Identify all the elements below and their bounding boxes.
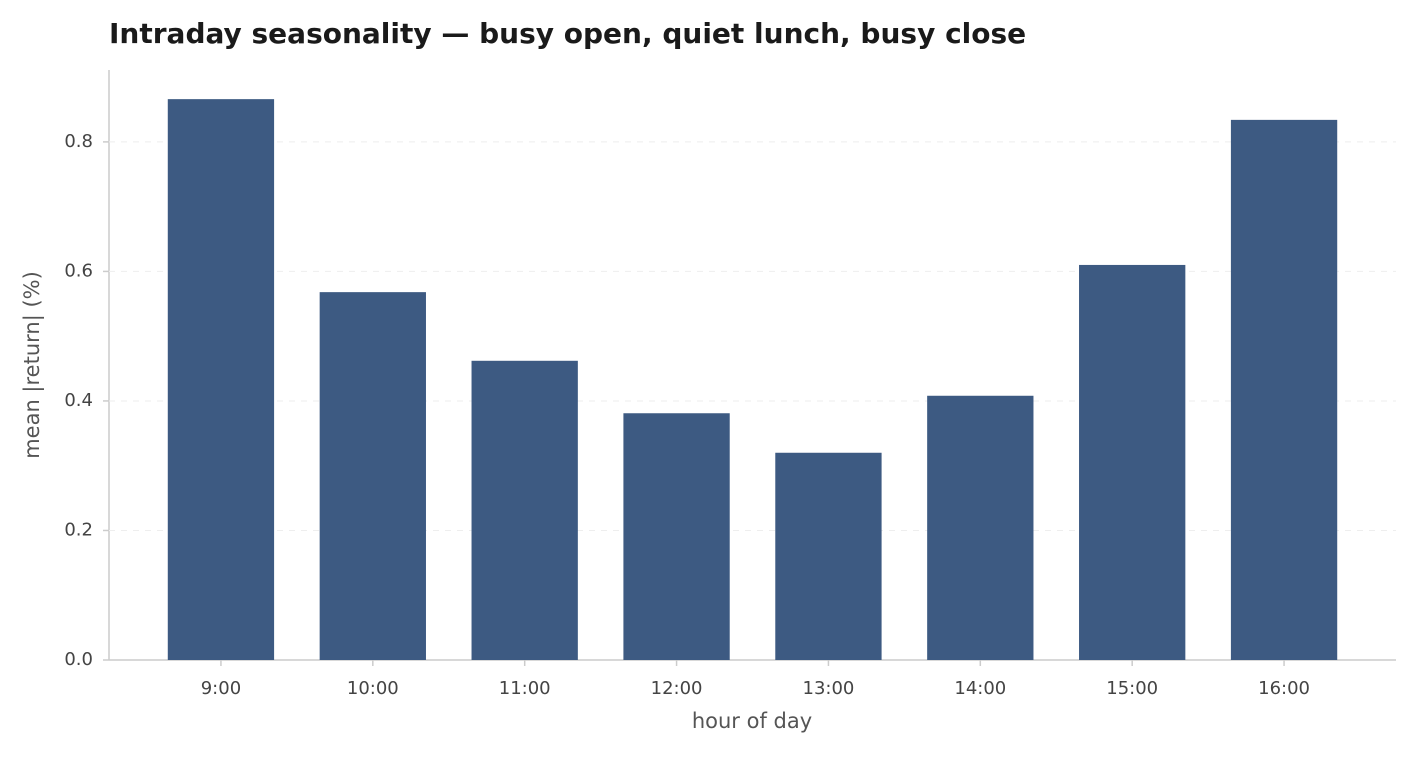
- bar: [1230, 119, 1338, 660]
- bar: [319, 292, 426, 660]
- chart-title: Intraday seasonality — busy open, quiet …: [109, 17, 1026, 50]
- bar: [623, 413, 730, 660]
- bar: [167, 99, 275, 660]
- x-tick-label: 16:00: [1258, 678, 1310, 699]
- y-tick-label: 0.4: [64, 390, 93, 411]
- bar: [1079, 264, 1186, 660]
- y-tick-label: 0.0: [64, 649, 93, 670]
- bar: [775, 452, 882, 660]
- x-tick-label: 15:00: [1106, 678, 1158, 699]
- y-tick-label: 0.8: [64, 131, 93, 152]
- y-tick-label: 0.2: [64, 519, 93, 540]
- bar: [471, 360, 578, 660]
- x-tick-label: 11:00: [499, 678, 551, 699]
- y-tick-label: 0.6: [64, 260, 93, 281]
- x-axis-label: hour of day: [692, 709, 812, 733]
- y-axis-label: mean |return| (%): [20, 271, 45, 459]
- x-tick-label: 13:00: [803, 678, 855, 699]
- x-tick-label: 10:00: [347, 678, 399, 699]
- x-tick-label: 9:00: [201, 678, 241, 699]
- x-tick-label: 14:00: [954, 678, 1006, 699]
- bar: [927, 395, 1034, 660]
- x-tick-label: 12:00: [651, 678, 703, 699]
